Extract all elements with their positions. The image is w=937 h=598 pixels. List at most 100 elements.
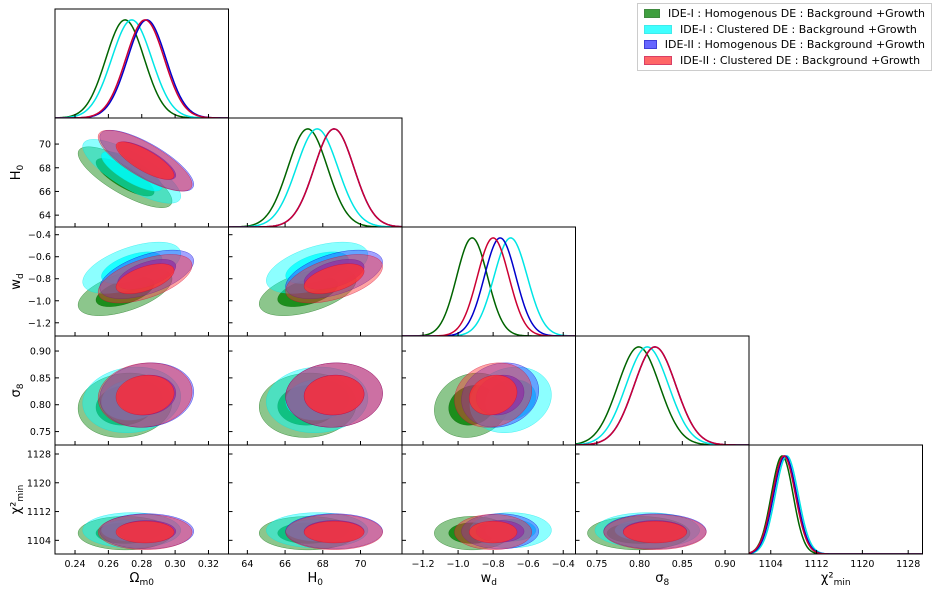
contour-68-wd-om-series-4	[115, 263, 175, 295]
x-tick-label-h0: 64	[241, 559, 253, 570]
marginal-curve-s8-series-1	[575, 346, 749, 445]
y-tick-label-chi: 1104	[27, 536, 51, 547]
x-axis-label-wd: wd	[481, 571, 497, 588]
x-tick-label-chi: 1112	[804, 559, 828, 570]
x-tick-label-wd: −1.0	[447, 559, 470, 570]
marginal-curve-s8-series-3	[575, 346, 749, 445]
x-tick-label-om: 0.30	[165, 559, 186, 570]
contour-68-s8-om-series-4	[115, 374, 175, 416]
marginal-curve-om-series-4	[55, 19, 229, 118]
x-tick-label-chi: 1120	[850, 559, 874, 570]
x-axis-label-s8: σ8	[655, 571, 669, 588]
panel-chi-wd: −1.2 −1.0 −0.8 −0.6 −0.4	[401, 444, 576, 570]
x-tick-label-s8: 0.85	[672, 559, 693, 570]
panel-s8-wd	[401, 335, 576, 446]
y-tick-label-chi: 1112	[27, 507, 51, 518]
marginal-curve-wd-series-4	[402, 237, 576, 336]
marginal-curve-chi-series-3	[749, 455, 923, 554]
y-axis-label-h0: H0	[9, 164, 26, 180]
y-axis-label-wd: wd	[9, 273, 26, 289]
y-tick-label-s8: 0.85	[30, 373, 51, 384]
panel-s8-s8	[575, 335, 750, 446]
x-tick-label-s8: 0.80	[629, 559, 650, 570]
legend-swatch	[644, 55, 672, 65]
y-tick-label-wd: −0.8	[28, 274, 51, 285]
panel-wd-om: −1.2 −1.0 −0.8 −0.6 −0.4	[28, 226, 229, 337]
x-tick-label-om: 0.26	[98, 559, 119, 570]
legend-swatch	[644, 9, 661, 19]
panel-wd-wd	[401, 226, 576, 337]
y-tick-label-s8: 0.90	[30, 347, 51, 358]
y-tick-label-h0: 70	[39, 140, 51, 151]
marginal-curve-chi-series-4	[749, 455, 923, 554]
marginal-curve-h0-series-4	[228, 128, 402, 227]
marginal-curve-chi-series-2	[749, 455, 923, 554]
y-axis-label-s8: σ8	[9, 383, 26, 397]
x-tick-label-om: 0.24	[64, 559, 85, 570]
marginal-curve-wd-series-3	[402, 237, 576, 336]
y-tick-label-chi: 1120	[27, 478, 51, 489]
panel-chi-h0: 64 66 68 70	[228, 444, 403, 570]
contour-68-s8-h0-series-4	[303, 374, 365, 416]
y-tick-label-wd: −0.6	[28, 252, 51, 263]
panel-s8-h0	[228, 335, 403, 446]
marginal-curve-s8-series-2	[575, 346, 749, 445]
marginal-curve-om-series-2	[55, 19, 229, 118]
legend-entry-3: IDE-II : Homogenous DE : Background +Gro…	[644, 37, 925, 53]
panel-frame	[748, 444, 923, 555]
contour-68-h0-om-series-4	[115, 141, 175, 180]
x-tick-label-chi: 1128	[896, 559, 920, 570]
marginal-curve-wd-series-1	[402, 237, 576, 336]
y-tick-label-wd: −1.2	[28, 318, 51, 329]
panel-chi-chi: 1104 1112 1120 1128	[748, 444, 923, 570]
contour-68-chi-wd-series-4	[468, 520, 518, 544]
panel-h0-h0	[228, 117, 403, 228]
marginal-curve-h0-series-3	[228, 128, 402, 227]
panel-chi-s8: 0.75 0.80 0.85 0.90	[575, 444, 750, 570]
x-tick-label-h0: 70	[354, 559, 366, 570]
x-tick-label-wd: −0.4	[552, 559, 575, 570]
marginal-curve-s8-series-4	[575, 346, 749, 445]
x-axis-label-h0: H0	[307, 571, 323, 588]
x-tick-label-om: 0.32	[198, 559, 219, 570]
x-tick-label-s8: 0.90	[714, 559, 735, 570]
panel-chi-om: 0.24 0.26 0.28 0.30 0.32 1104 1112 1120 1128	[27, 444, 229, 570]
legend-label: IDE-II : Clustered DE : Background +Grow…	[680, 53, 921, 67]
y-tick-label-s8: 0.75	[30, 427, 51, 438]
y-tick-label-h0: 68	[39, 163, 51, 174]
legend: IDE-I : Homogenous DE : Background +Grow…	[637, 3, 932, 71]
x-axis-label-om: Ωm0	[130, 571, 155, 588]
marginal-curve-h0-series-2	[228, 128, 402, 227]
panel-s8-om: 0.75 0.80 0.85 0.90	[30, 335, 229, 446]
contour-68-chi-h0-series-4	[303, 520, 365, 544]
panel-h0-om: 64 66 68 70	[39, 117, 229, 228]
legend-entry-4: IDE-II : Clustered DE : Background +Grow…	[644, 53, 925, 69]
legend-swatch	[644, 40, 657, 50]
x-tick-label-wd: −0.8	[482, 559, 505, 570]
y-tick-label-h0: 66	[39, 187, 51, 198]
x-tick-label-h0: 68	[317, 559, 329, 570]
x-tick-label-h0: 66	[279, 559, 291, 570]
marginal-curve-chi-series-1	[749, 455, 923, 554]
panel-frame	[54, 8, 229, 119]
legend-label: IDE-II : Homogenous DE : Background +Gro…	[664, 38, 925, 52]
panel-om-om	[54, 8, 229, 119]
legend-swatch	[644, 24, 672, 34]
x-tick-label-wd: −0.6	[517, 559, 540, 570]
legend-entry-2: IDE-I : Clustered DE : Background +Growt…	[644, 22, 925, 38]
y-tick-label-wd: −0.4	[28, 230, 51, 241]
contour-68-s8-wd-series-4	[468, 374, 518, 416]
y-tick-label-s8: 0.80	[30, 400, 51, 411]
contour-68-chi-s8-series-4	[623, 520, 687, 544]
legend-label: IDE-I : Clustered DE : Background +Growt…	[680, 22, 917, 36]
contour-68-wd-h0-series-4	[303, 263, 365, 295]
y-tick-label-wd: −1.0	[28, 296, 51, 307]
x-tick-label-wd: −1.2	[411, 559, 434, 570]
panel-wd-h0	[228, 226, 403, 337]
y-tick-label-h0: 64	[39, 211, 51, 222]
x-tick-label-chi: 1104	[759, 559, 783, 570]
marginal-curve-om-series-3	[55, 19, 229, 118]
x-tick-label-om: 0.28	[131, 559, 152, 570]
